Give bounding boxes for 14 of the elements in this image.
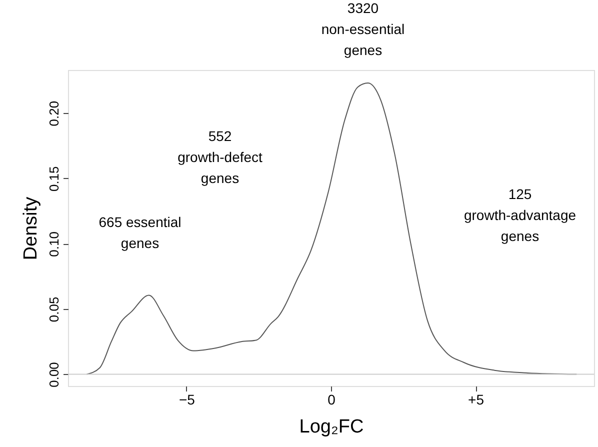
- y-tick-label: 0.15: [46, 166, 62, 192]
- annotation: 125 growth-advantage genes: [464, 186, 576, 244]
- y-axis-title: Density: [20, 196, 42, 260]
- annotation: 665 essential genes: [98, 214, 182, 251]
- x-tick-label: +5: [468, 392, 484, 408]
- y-tick-label: 0.20: [46, 100, 62, 126]
- annotation: 552 growth-defect genes: [178, 128, 263, 186]
- y-tick-label: 0.05: [46, 296, 62, 322]
- y-tick-label: 0.00: [46, 362, 62, 388]
- x-tick-label: −5: [179, 392, 196, 408]
- x-axis-title: Log₂FC: [299, 416, 364, 438]
- x-tick-label: 0: [328, 392, 336, 408]
- text: 3320 non-essential genes: [321, 0, 405, 58]
- y-tick-label: 0.10: [46, 232, 62, 257]
